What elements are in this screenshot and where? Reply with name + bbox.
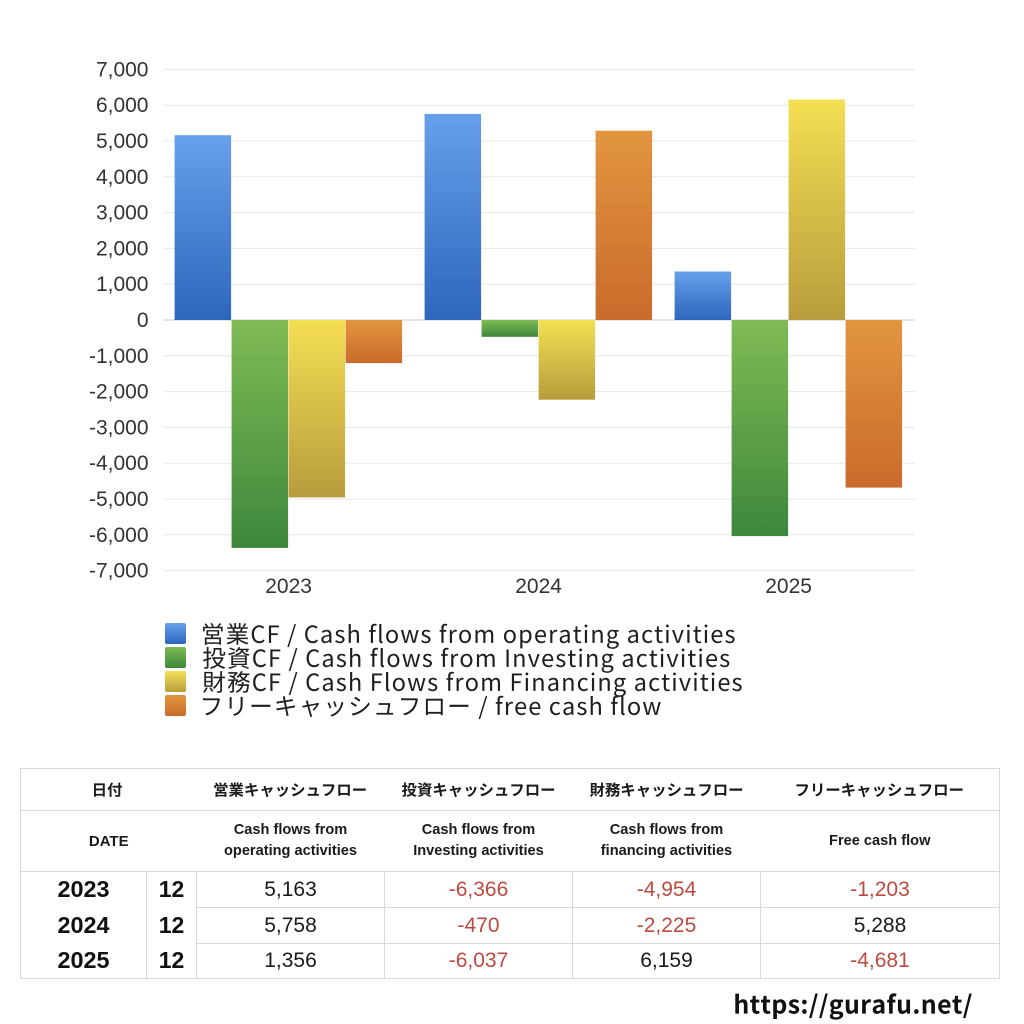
svg-text:-1,000: -1,000 xyxy=(89,345,149,368)
svg-text:-3,000: -3,000 xyxy=(89,416,149,439)
svg-text:2024: 2024 xyxy=(515,575,562,598)
svg-text:2025: 2025 xyxy=(765,575,812,598)
svg-text:6,000: 6,000 xyxy=(96,94,149,117)
svg-text:2023: 2023 xyxy=(265,575,312,598)
svg-text:7,000: 7,000 xyxy=(96,58,149,81)
svg-text:4,000: 4,000 xyxy=(96,166,149,189)
svg-text:-5,000: -5,000 xyxy=(89,488,149,511)
svg-text:3,000: 3,000 xyxy=(96,202,149,225)
svg-text:0: 0 xyxy=(137,309,149,332)
svg-text:-2,000: -2,000 xyxy=(89,381,149,404)
svg-text:-6,000: -6,000 xyxy=(89,524,149,547)
svg-text:2,000: 2,000 xyxy=(96,237,149,260)
svg-text:1,000: 1,000 xyxy=(96,273,149,296)
svg-text:-7,000: -7,000 xyxy=(89,560,149,583)
svg-text:5,000: 5,000 xyxy=(96,130,149,153)
svg-text:-4,000: -4,000 xyxy=(89,452,149,475)
